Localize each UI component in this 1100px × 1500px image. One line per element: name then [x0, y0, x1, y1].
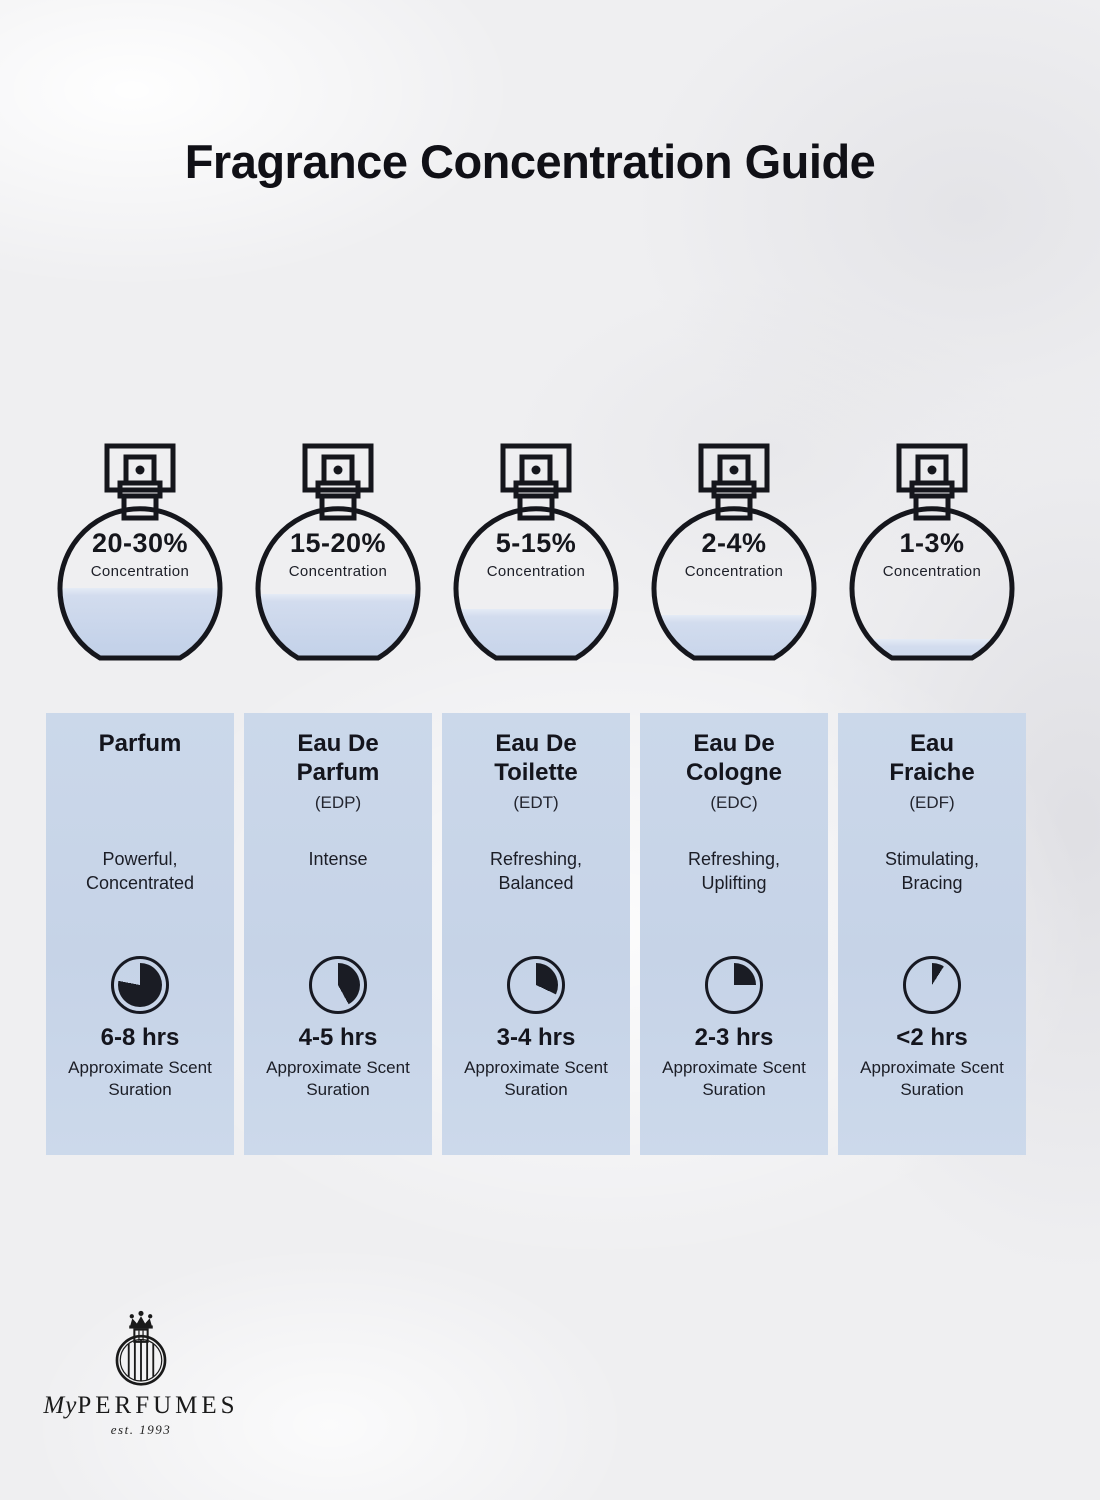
- fragrance-type-name: Eau Fraiche: [889, 730, 975, 787]
- scent-duration-hours: 4-5 hrs: [298, 1024, 378, 1051]
- clock-icon: [111, 956, 169, 1014]
- perfume-bottle-icon: 1-3% Concentration: [849, 443, 1015, 661]
- scent-duration-caption: Approximate Scent Suration: [68, 1058, 212, 1100]
- clock-pie: [316, 963, 360, 1007]
- clock-pie: [514, 963, 558, 1007]
- fragrance-type-name: Eau De Parfum: [296, 730, 380, 787]
- fragrance-description: Stimulating, Bracing: [884, 849, 980, 894]
- scent-duration-hours: 3-4 hrs: [496, 1024, 576, 1051]
- perfume-bottle-icon: 2-4% Concentration: [651, 443, 817, 661]
- scent-duration-caption: Approximate Scent Suration: [860, 1058, 1004, 1100]
- brand-name: MyPERFUMES: [38, 1392, 244, 1420]
- fragrance-description: Refreshing, Balanced: [489, 849, 583, 894]
- bottle-figure-eau-de-toilette: 5-15% Concentration: [442, 440, 630, 686]
- fragrance-type-name: Eau De Toilette: [494, 730, 578, 787]
- fragrance-type-abbr: [46, 793, 234, 819]
- panel-eau-de-toilette: Eau De Toilette (EDT) Refreshing, Balanc…: [442, 713, 630, 1155]
- clock-pie: [712, 963, 756, 1007]
- bottle-liquid: [456, 609, 617, 658]
- bottle-figure-eau-fraiche: 1-3% Concentration: [838, 440, 1026, 686]
- bottle-percent: 20-30%: [92, 528, 188, 558]
- scent-duration-caption: Approximate Scent Suration: [662, 1058, 806, 1100]
- fragrance-type-abbr: (EDF): [909, 793, 955, 812]
- scent-duration-hours: <2 hrs: [896, 1024, 968, 1051]
- panel-eau-de-cologne: Eau De Cologne (EDC) Refreshing, Uplifti…: [640, 713, 828, 1155]
- page-title: Fragrance Concentration Guide: [184, 135, 876, 188]
- panels-row: Parfum Powerful, Concentrated 6-8 hrs Ap…: [46, 713, 1026, 1155]
- bottle-concentration-label: Concentration: [883, 563, 982, 580]
- logo-bottle-icon: [115, 1310, 167, 1386]
- scent-duration-hours: 2-3 hrs: [694, 1024, 774, 1051]
- perfume-bottle-icon: 15-20% Concentration: [255, 443, 421, 661]
- bottle-figure-parfum: 20-30% Concentration: [46, 440, 234, 686]
- scent-duration-caption: Approximate Scent Suration: [464, 1058, 608, 1100]
- clock-pie: [118, 963, 162, 1007]
- bottle-concentration-label: Concentration: [685, 563, 784, 580]
- bottle-percent: 2-4%: [701, 528, 766, 558]
- panel-parfum: Parfum Powerful, Concentrated 6-8 hrs Ap…: [46, 713, 234, 1155]
- fragrance-type-abbr: (EDP): [314, 793, 362, 812]
- fragrance-type-name: Eau De Cologne: [686, 730, 782, 787]
- brand-prefix: My: [43, 1392, 78, 1419]
- scent-duration-hours: 6-8 hrs: [100, 1024, 180, 1051]
- panel-eau-de-parfum: Eau De Parfum (EDP) Intense 4-5 hrs Appr…: [244, 713, 432, 1155]
- brand-rest: PERFUMES: [77, 1392, 239, 1419]
- bottle-liquid: [852, 639, 1013, 658]
- clock-icon: [507, 956, 565, 1014]
- bottle-concentration-label: Concentration: [91, 563, 190, 580]
- fragrance-type-abbr: (EDT): [513, 793, 559, 812]
- fragrance-description: Powerful, Concentrated: [85, 849, 195, 894]
- perfume-bottle-icon: 20-30% Concentration: [57, 443, 223, 661]
- panel-eau-fraiche: Eau Fraiche (EDF) Stimulating, Bracing <…: [838, 713, 1026, 1155]
- bottle-percent: 15-20%: [290, 528, 386, 558]
- clock-icon: [705, 956, 763, 1014]
- bottle-concentration-label: Concentration: [289, 563, 388, 580]
- bottle-percent: 5-15%: [496, 528, 577, 558]
- bottles-row: 20-30% Concentration 15-20% Concentratio…: [46, 440, 1026, 686]
- clock-pie: [910, 963, 954, 1007]
- bottle-figure-eau-de-cologne: 2-4% Concentration: [640, 440, 828, 686]
- bottle-percent: 1-3%: [899, 528, 964, 558]
- perfume-bottle-icon: 5-15% Concentration: [453, 443, 619, 661]
- brand-logo: MyPERFUMES est. 1993: [38, 1310, 244, 1438]
- bottle-liquid: [654, 615, 815, 658]
- scent-duration-caption: Approximate Scent Suration: [266, 1058, 410, 1100]
- bottle-concentration-label: Concentration: [487, 563, 586, 580]
- fragrance-description: Intense: [308, 849, 368, 869]
- clock-icon: [309, 956, 367, 1014]
- fragrance-type-abbr: (EDC): [710, 793, 758, 812]
- clock-icon: [903, 956, 961, 1014]
- fragrance-description: Refreshing, Uplifting: [687, 849, 781, 894]
- established-text: est. 1993: [110, 1422, 172, 1437]
- bottle-figure-eau-de-parfum: 15-20% Concentration: [244, 440, 432, 686]
- fragrance-type-name: Parfum: [98, 730, 182, 757]
